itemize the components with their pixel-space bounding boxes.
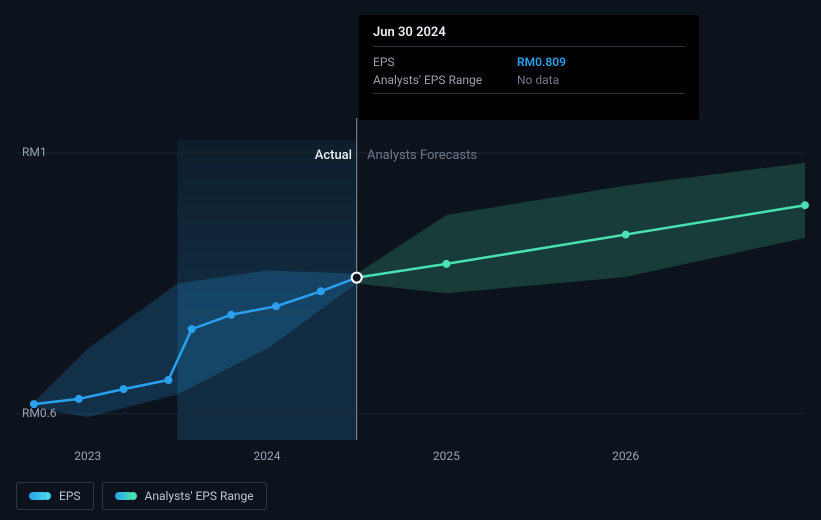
legend-item[interactable]: Analysts' EPS Range (102, 482, 267, 510)
tooltip-row-label: EPS (373, 55, 493, 69)
eps-marker[interactable] (317, 287, 325, 295)
tooltip-title: Jun 30 2024 (373, 25, 685, 40)
y-axis-tick-label: RM1 (22, 145, 47, 159)
forecast-marker[interactable] (801, 201, 809, 209)
eps-marker[interactable] (188, 325, 196, 333)
eps-marker[interactable] (75, 395, 83, 403)
eps-marker[interactable] (272, 302, 280, 310)
eps-marker[interactable] (227, 311, 235, 319)
y-axis-tick-label: RM0.6 (22, 406, 57, 420)
section-label-actual: Actual (315, 148, 352, 163)
chart-tooltip: Jun 30 2024 EPS RM0.809 Analysts' EPS Rang… (359, 15, 699, 120)
legend-swatch-icon (29, 492, 47, 500)
chart-legend: EPS Analysts' EPS Range (16, 482, 267, 510)
tooltip-separator (373, 93, 685, 94)
x-axis-tick-label: 2025 (433, 449, 460, 463)
tooltip-separator (373, 46, 685, 47)
tooltip-row-value: RM0.809 (517, 55, 566, 69)
x-axis-tick-label: 2023 (74, 449, 101, 463)
tooltip-row-label: Analysts' EPS Range (373, 73, 493, 87)
legend-item[interactable]: EPS (16, 482, 94, 510)
cursor-marker[interactable] (352, 273, 362, 283)
eps-marker[interactable] (164, 376, 172, 384)
chart-stage: Actual Analysts Forecasts RM1 RM0.6 2023 2… (0, 0, 821, 520)
legend-swatch-icon (115, 492, 133, 500)
tooltip-row: EPS RM0.809 (373, 55, 685, 69)
forecast-marker[interactable] (442, 260, 450, 268)
eps-marker[interactable] (120, 385, 128, 393)
section-label-forecast: Analysts Forecasts (367, 148, 477, 163)
tooltip-row: Analysts' EPS Range No data (373, 73, 685, 87)
x-axis-tick-label: 2026 (612, 449, 639, 463)
x-axis-tick-label: 2024 (254, 449, 281, 463)
forecast-marker[interactable] (622, 231, 630, 239)
range-area-forecast (357, 163, 805, 293)
tooltip-row-value: No data (517, 73, 559, 87)
legend-item-label: EPS (59, 489, 81, 503)
legend-item-label: Analysts' EPS Range (145, 489, 254, 503)
